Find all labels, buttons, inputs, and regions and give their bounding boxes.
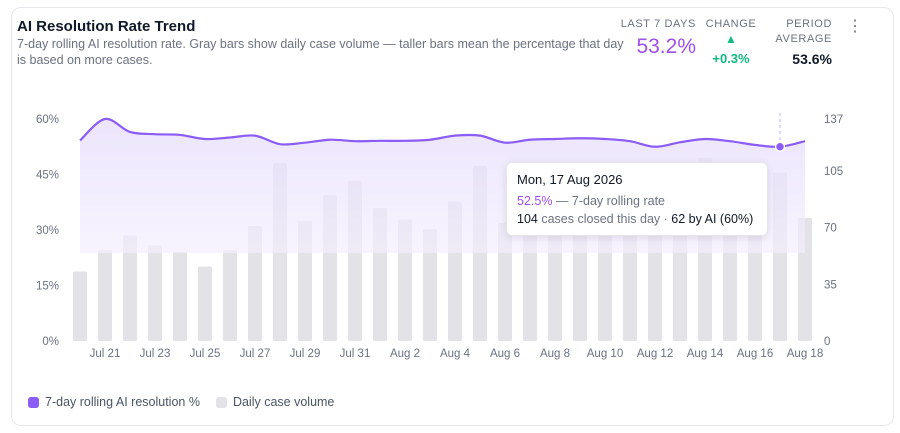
x-tick-label: Aug 16 [737,348,773,360]
volume-bar [148,245,162,341]
legend-item-volume[interactable]: Daily case volume [215,395,335,409]
highlight-point[interactable] [774,141,786,152]
y-right-tick-label: 35 [824,279,837,291]
x-axis: Jul 21 Jul 23 Jul 25 Jul 27 Jul 29 Jul 31 Aug … [90,348,824,360]
tooltip-cases-line: 104 cases closed this day · 62 by AI (60… [517,210,757,228]
stat-last-7-days-value: 53.2% [636,35,696,58]
tooltip-cases-suffix: cases closed this day · [537,212,672,226]
volume-bar [98,250,112,341]
y-left-tick-label: 15% [36,281,59,293]
volume-bar [173,251,187,341]
y-right-tick-label: 70 [824,223,837,235]
y-right-tick-label: 105 [824,166,843,178]
y-left-tick-label: 60% [36,114,59,126]
y-left-tick-label: 45% [36,170,59,182]
stat-period-average-label: PERIOD AVERAGE [775,18,832,45]
rate-series-line [79,117,806,148]
x-tick-label: Aug 18 [787,348,823,360]
volume-bar [673,230,687,341]
y-left-tick-label: 30% [36,225,59,237]
more-menu-icon[interactable]: ⋮ [847,18,863,35]
rate-line [79,117,806,148]
y-axis-right: 0 35 70 105 137 [824,114,843,348]
stat-period-average: PERIOD AVERAGE 53.6% [765,17,832,67]
tooltip-rate-line: 52.5% — 7-day rolling rate [517,192,757,210]
legend-label-volume: Daily case volume [232,395,335,409]
stat-last-7-days-label: LAST 7 DAYS [620,18,696,30]
stat-last-7-days: LAST 7 DAYS 53.2% [600,17,696,59]
tooltip-ai-cases: 62 by AI (60%) [671,212,754,226]
x-tick-label: Jul 29 [290,348,321,360]
chart-legend: 7-day rolling AI resolution % Daily case… [28,395,334,409]
x-tick-label: Aug 6 [490,348,520,360]
stat-change: CHANGE ▲ +0.3% [700,17,762,66]
stat-change-label: CHANGE [705,18,757,30]
tooltip-rate-suffix: — 7-day rolling rate [552,194,666,208]
chart-tooltip: Mon, 17 Aug 2026 52.5% — 7-day rolling r… [506,162,768,236]
chart-subtitle: 7-day rolling AI resolution rate. Gray b… [17,37,624,67]
x-tick-label: Jul 27 [240,348,271,360]
y-left-tick-label: 0% [42,336,59,348]
x-tick-label: Aug 8 [540,348,570,360]
x-tick-label: Aug 4 [440,348,471,360]
x-tick-label: Jul 21 [90,348,121,360]
tooltip-cases: 104 [517,212,538,226]
highlight-marker [774,113,786,152]
volume-bar [423,229,437,341]
volume-bar [198,266,212,341]
x-tick-label: Jul 25 [190,348,221,360]
volume-bar [123,235,137,341]
legend-label-rate: 7-day rolling AI resolution % [45,395,200,409]
tooltip-date: Mon, 17 Aug 2026 [517,172,623,187]
legend-item-rate[interactable]: 7-day rolling AI resolution % [28,395,200,409]
y-axis-left: 0% 15% 30% 45% 60% [36,114,59,348]
legend-swatch-rate [28,396,39,408]
x-tick-label: Aug 14 [687,348,724,360]
y-right-tick-label: 0 [824,336,830,348]
legend-swatch-volume [215,396,227,408]
volume-bar [223,250,237,341]
stat-change-value: +0.3% [712,51,750,66]
x-tick-label: Aug 12 [637,348,673,360]
y-right-tick-label: 137 [824,114,843,126]
x-tick-label: Aug 2 [390,348,420,360]
tooltip-rate: 52.5% [517,194,553,208]
x-tick-label: Jul 23 [140,348,171,360]
stat-period-average-value: 53.6% [792,51,832,67]
x-tick-label: Jul 31 [340,348,371,360]
trend-up-icon: ▲ [725,32,737,46]
volume-bar [248,225,262,341]
volume-bar [73,271,87,341]
chart-title: AI Resolution Rate Trend [17,18,196,35]
x-tick-label: Aug 10 [587,348,623,360]
